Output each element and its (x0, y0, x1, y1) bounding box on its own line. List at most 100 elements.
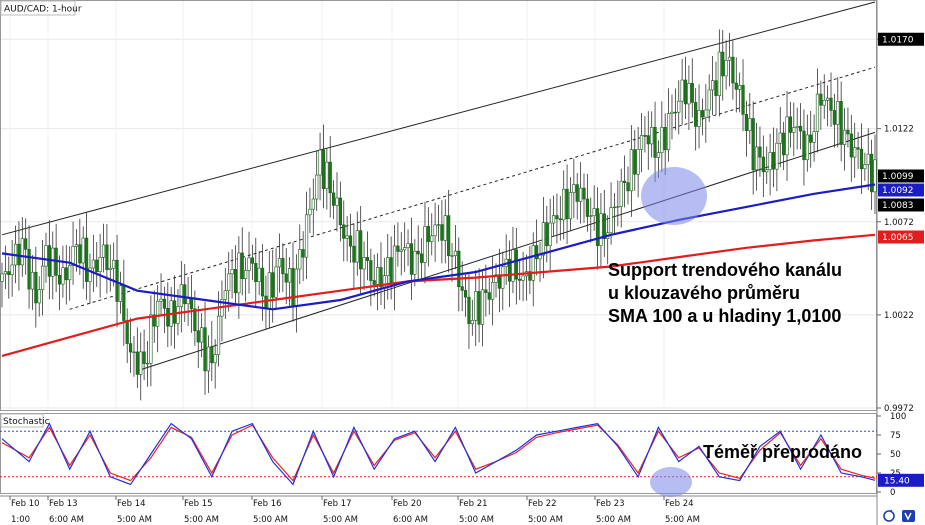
candle-body (694, 102, 698, 127)
candle-body (545, 222, 549, 247)
candle-body (257, 267, 261, 282)
candle-body (247, 257, 251, 271)
candle-body (91, 259, 95, 269)
candle-body (636, 149, 640, 175)
candle-body (572, 184, 576, 193)
candle-body (775, 142, 779, 170)
candle-body (528, 271, 532, 281)
price-badge-label: 1.0170 (882, 35, 914, 45)
candle-body (10, 264, 14, 275)
candle-body (355, 230, 359, 263)
candle-body (392, 245, 397, 285)
candle-body (213, 354, 217, 364)
candle-body (24, 238, 28, 250)
candle-body (778, 132, 782, 144)
candle-body (423, 226, 427, 263)
candle-body (724, 59, 728, 77)
candle-body (304, 214, 309, 258)
time-label: 5:00 AM (184, 515, 219, 525)
candle-body (839, 101, 843, 145)
candle-body (453, 250, 458, 256)
candle-body (166, 308, 170, 327)
stoch-badge (878, 473, 924, 487)
candle-body (332, 192, 336, 206)
candle-body (670, 111, 674, 114)
candle-body (196, 330, 200, 343)
candle-body (433, 224, 437, 237)
candle-body (748, 118, 752, 131)
time-label: 1:00 (11, 515, 30, 525)
candle-body (687, 83, 691, 105)
candle-body (751, 118, 755, 171)
candle-body (480, 289, 485, 325)
candle-body (491, 282, 495, 300)
candle-body (403, 247, 407, 251)
candle-body (562, 188, 566, 221)
stoch-k-line (1, 422, 876, 486)
candle-body (105, 244, 109, 270)
oversold-highlight-circle (650, 467, 692, 497)
sma100-line (1, 183, 876, 311)
candle-body (602, 213, 606, 239)
candle-body (856, 147, 860, 150)
candle-body (626, 182, 630, 192)
candle-body (139, 351, 143, 375)
candle-body (758, 146, 762, 158)
candle-body (156, 300, 160, 327)
candle-body (30, 271, 35, 290)
sma200-line (1, 233, 876, 357)
candle-body (98, 257, 102, 272)
time-label: 6:00 AM (49, 515, 84, 525)
candle-body (237, 252, 241, 294)
candle-body (399, 249, 403, 252)
candle-body (44, 245, 48, 267)
candle-body (809, 134, 813, 143)
candle-body (643, 135, 647, 137)
candle-body (663, 127, 667, 151)
candle-body (325, 161, 329, 189)
candle-body (379, 267, 383, 288)
candle-body (227, 273, 231, 292)
candle-body (176, 306, 180, 324)
candle-body (795, 125, 799, 128)
stochastic-lines (0, 422, 877, 486)
candle-body (619, 180, 623, 207)
price-badges: 1.0099 1.0092 1.0083 1.0065 1.0170 15.40 (878, 32, 924, 487)
time-label: 5:00 AM (323, 515, 358, 525)
candle-body (599, 213, 603, 246)
candle-body (416, 250, 420, 255)
price-badge (878, 183, 924, 197)
brand-logo-icon (902, 510, 915, 522)
candle-body (152, 314, 156, 327)
candle-body (34, 271, 38, 304)
candle-body (589, 215, 593, 217)
candle-body (798, 125, 803, 132)
candle-body (754, 146, 759, 171)
candle-body (677, 100, 681, 113)
candle-body (792, 127, 796, 133)
candle-body (521, 275, 525, 281)
annotation-support-line-2: u klouzavého průměru (608, 283, 800, 303)
candle-body (710, 80, 715, 91)
candle-body (765, 169, 769, 173)
time-label: 5:00 AM (253, 515, 288, 525)
candle-body (264, 295, 268, 309)
chart-grid (0, 0, 877, 410)
candle-body (362, 257, 366, 270)
candle-body (551, 215, 556, 224)
candle-body (288, 268, 292, 283)
candle-body (660, 127, 664, 153)
candle-body (372, 280, 376, 285)
candle-body (842, 129, 847, 145)
candle-body (281, 258, 285, 275)
candle-body (704, 109, 708, 118)
candle-body (697, 110, 701, 127)
candle-body (203, 327, 207, 372)
date-label: Feb 16 (253, 499, 282, 509)
refresh-icon[interactable] (883, 509, 895, 522)
candle-body (785, 116, 789, 156)
candle-body (802, 130, 806, 161)
price-tick-label: 1.0072 (884, 218, 914, 228)
candle-body (426, 226, 430, 242)
time-label: 5:00 AM (596, 515, 631, 525)
